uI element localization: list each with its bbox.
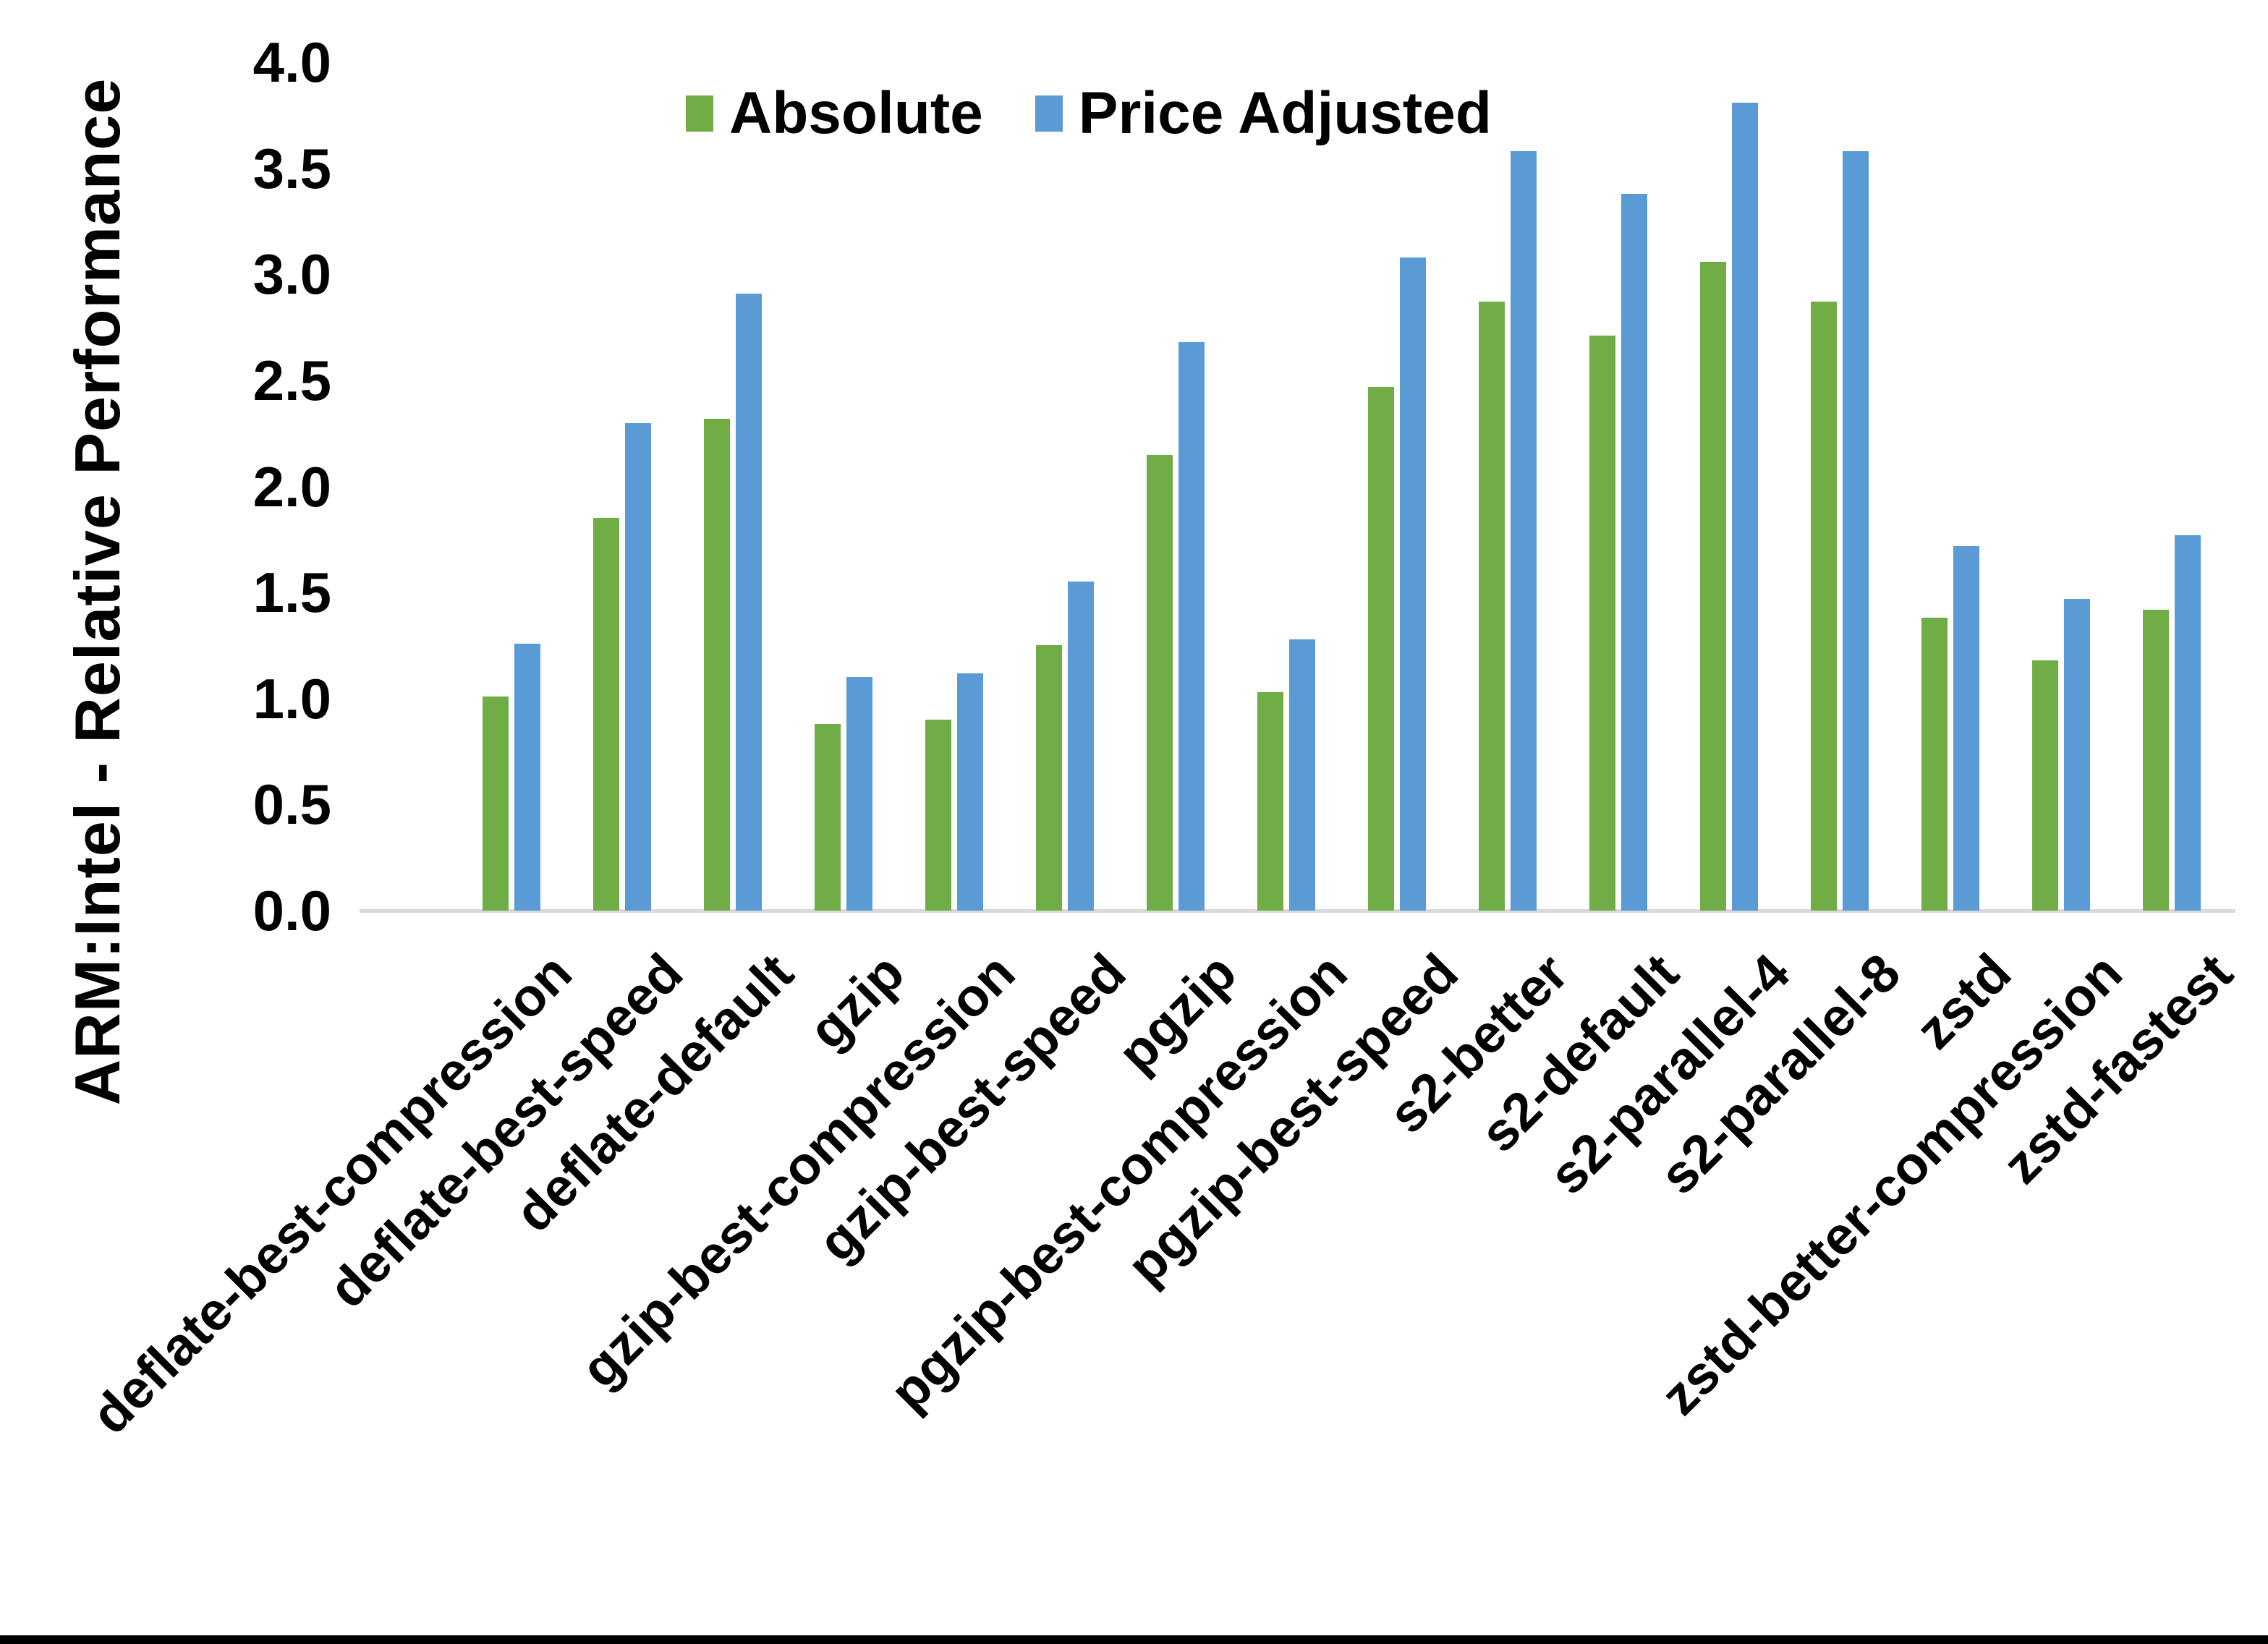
y-tick-label-4.0: 4.0 [252,30,331,94]
y-tick-label-3.0: 3.0 [252,242,331,307]
legend-item-price-adjusted: Price Adjusted [1035,80,1492,148]
bar-price-adjusted-s2-default [1621,194,1647,911]
x-axis-line [360,909,2235,913]
bar-absolute-s2-better [1479,302,1505,911]
bar-absolute-pgzip [1147,455,1173,911]
legend-item-absolute: Absolute [686,80,983,148]
bar-price-adjusted-pgzip-best-compression [1289,639,1315,911]
bar-absolute-gzip-best-compression [925,720,951,911]
bar-price-adjusted-deflate-best-compression [514,644,540,911]
y-tick-label-0.5: 0.5 [252,772,331,837]
y-tick-label-1.5: 1.5 [252,561,331,625]
y-tick-label-2.0: 2.0 [252,454,331,519]
bar-price-adjusted-pgzip-best-speed [1400,257,1426,911]
bar-absolute-zstd-fastest [2143,610,2169,911]
bar-price-adjusted-deflate-default [736,294,762,911]
bar-price-adjusted-gzip [846,677,872,911]
bar-price-adjusted-zstd-better-compression [2064,599,2090,911]
bottom-border-bar [0,1635,2268,1644]
y-tick-label-0.0: 0.0 [252,879,331,942]
bar-absolute-gzip [815,724,841,911]
bar-absolute-zstd-better-compression [2032,660,2058,911]
y-axis-title: ARM:Intel - Relative Performance [61,77,133,1106]
bar-price-adjusted-pgzip [1178,342,1205,911]
y-tick-label-2.5: 2.5 [252,348,331,412]
bar-price-adjusted-gzip-best-compression [957,673,983,911]
bar-absolute-zstd [1921,618,1948,911]
legend-label-price-adjusted: Price Adjusted [1078,80,1492,146]
bar-absolute-pgzip-best-speed [1368,387,1394,911]
legend: Absolute Price Adjusted [686,80,1492,148]
bar-price-adjusted-gzip-best-speed [1068,582,1094,911]
bar-price-adjusted-s2-better [1511,151,1537,911]
bar-absolute-deflate-best-speed [593,518,619,911]
bar-absolute-s2-parallel-4 [1700,262,1726,911]
bar-absolute-deflate-default [704,419,730,911]
bar-absolute-deflate-best-compression [483,697,509,911]
y-tick-label-1.0: 1.0 [252,666,331,731]
legend-label-absolute: Absolute [729,80,983,146]
bar-absolute-gzip-best-speed [1036,645,1062,911]
bar-price-adjusted-s2-parallel-4 [1732,103,1758,911]
bar-absolute-s2-parallel-8 [1811,302,1837,911]
bar-absolute-s2-default [1589,336,1615,911]
legend-swatch-absolute-icon [686,95,713,132]
bar-price-adjusted-s2-parallel-8 [1843,151,1869,911]
bar-price-adjusted-zstd [1953,546,1979,911]
legend-swatch-price-adjusted-icon [1035,95,1063,132]
y-tick-label-3.5: 3.5 [252,136,331,200]
bar-price-adjusted-deflate-best-speed [625,423,651,911]
bar-price-adjusted-zstd-fastest [2175,535,2201,911]
bar-absolute-pgzip-best-compression [1257,692,1283,911]
